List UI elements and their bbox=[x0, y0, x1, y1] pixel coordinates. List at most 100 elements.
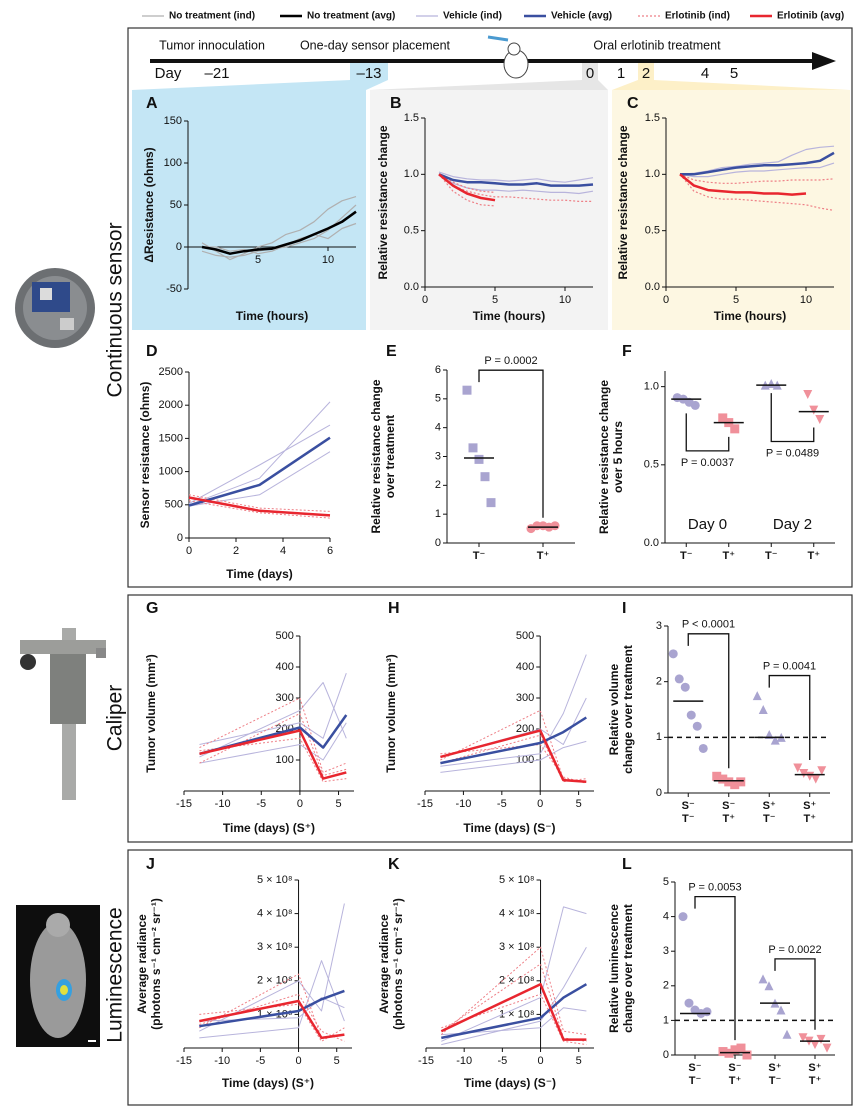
x-tick-label: -10 bbox=[456, 1055, 472, 1067]
series-line bbox=[199, 903, 345, 1032]
data-point bbox=[782, 1029, 792, 1039]
series-line bbox=[679, 162, 835, 178]
y-tick-label: 0 bbox=[177, 532, 183, 544]
p-value: P = 0.0041 bbox=[763, 660, 816, 672]
y-tick-label: 1000 bbox=[159, 466, 183, 478]
zoom-wedge bbox=[132, 80, 388, 90]
y-tick-label: 500 bbox=[165, 499, 183, 511]
y-tick-label: 4 × 10⁸ bbox=[499, 908, 535, 920]
data-point bbox=[690, 400, 700, 410]
y-axis-label: over 5 hours bbox=[611, 421, 625, 493]
y-tick-label: 1 bbox=[656, 731, 662, 743]
day-number: 5 bbox=[730, 65, 738, 82]
p-value: P = 0.0022 bbox=[768, 944, 821, 956]
panel-letter: F bbox=[622, 343, 632, 360]
y-tick-label: 0.0 bbox=[644, 537, 659, 549]
legend-label: Vehicle (avg) bbox=[551, 11, 612, 22]
y-tick-label: 2 bbox=[663, 980, 669, 992]
series-line bbox=[441, 906, 587, 1042]
series-line bbox=[441, 983, 588, 1040]
series-line bbox=[199, 673, 347, 745]
mouse-icon bbox=[507, 42, 521, 56]
series-line bbox=[199, 960, 345, 1039]
series-line bbox=[188, 436, 331, 507]
y-tick-label: 0.0 bbox=[404, 281, 419, 293]
panel-letter: C bbox=[627, 95, 639, 112]
y-tick-label: 300 bbox=[516, 692, 534, 704]
series-line bbox=[188, 451, 331, 507]
series-line bbox=[199, 714, 348, 756]
series-line bbox=[440, 716, 587, 765]
data-point bbox=[462, 385, 472, 395]
y-tick-label: 4 bbox=[663, 911, 669, 923]
x-axis-label: Time (days) bbox=[226, 567, 292, 581]
data-point bbox=[803, 389, 813, 399]
y-axis-label: change over treatment bbox=[621, 904, 635, 1033]
caliper-photo bbox=[20, 628, 106, 800]
series-line bbox=[441, 1007, 587, 1036]
data-point bbox=[692, 721, 702, 731]
y-axis-label: (photons s⁻¹ cm⁻² sr⁻¹) bbox=[149, 898, 163, 1030]
y-axis-label: Average radiance bbox=[377, 914, 391, 1014]
data-point bbox=[474, 454, 484, 464]
x-tick-label: 0 bbox=[537, 798, 543, 810]
y-axis-label: Relative luminescence bbox=[607, 904, 621, 1033]
data-point bbox=[736, 1043, 746, 1053]
y-axis-label: Sensor resistance (ohms) bbox=[138, 382, 152, 529]
x-tick-label: 2 bbox=[233, 545, 239, 557]
data-point bbox=[718, 413, 728, 423]
zoom-wedge bbox=[612, 80, 850, 90]
x-tick-label: S⁺ bbox=[808, 1062, 821, 1074]
x-tick-label: S⁺ bbox=[763, 800, 776, 812]
data-point bbox=[798, 1033, 808, 1043]
data-point bbox=[684, 998, 694, 1008]
series-line bbox=[440, 709, 587, 783]
significance-bracket bbox=[774, 958, 816, 1030]
data-point bbox=[718, 774, 728, 784]
panel-letter: E bbox=[386, 343, 397, 360]
day-number: –13 bbox=[356, 65, 381, 82]
data-point bbox=[686, 710, 696, 720]
series-line bbox=[441, 946, 587, 1046]
series-line bbox=[440, 982, 587, 1041]
series-line bbox=[188, 496, 331, 517]
y-tick-label: 3 × 10⁸ bbox=[257, 941, 293, 953]
x-tick-label: 10 bbox=[322, 254, 334, 266]
data-point bbox=[770, 735, 780, 745]
x-tick-label: 10 bbox=[559, 294, 571, 306]
panel-letter: J bbox=[146, 856, 155, 873]
y-axis-label: Relative volume bbox=[607, 663, 621, 755]
day-number: –21 bbox=[204, 65, 229, 82]
data-point bbox=[712, 771, 722, 781]
significance-bracket bbox=[768, 674, 811, 760]
section-box bbox=[127, 594, 853, 843]
y-tick-label: 5 × 10⁸ bbox=[499, 874, 535, 886]
x-axis-label: Time (days) (S⁺) bbox=[223, 821, 315, 835]
p-value: P = 0.0053 bbox=[688, 882, 741, 894]
y-tick-label: 100 bbox=[276, 754, 294, 766]
y-tick-label: 2 × 10⁸ bbox=[257, 975, 293, 987]
data-point bbox=[724, 777, 734, 787]
x-tick-label: -10 bbox=[215, 798, 231, 810]
y-axis-label: Relative resistance change bbox=[616, 125, 630, 279]
series-line bbox=[440, 729, 587, 783]
data-point bbox=[752, 691, 762, 701]
x-tick-label: 0 bbox=[186, 545, 192, 557]
series-line bbox=[438, 173, 594, 187]
y-tick-label: -50 bbox=[166, 283, 182, 295]
series-line bbox=[188, 424, 331, 504]
data-point bbox=[730, 780, 740, 790]
x-tick-label: 5 bbox=[576, 798, 582, 810]
y-tick-label: 2 × 10⁸ bbox=[499, 975, 535, 987]
y-tick-label: 3 bbox=[663, 945, 669, 957]
panel-letter: K bbox=[388, 856, 400, 873]
data-point bbox=[678, 912, 688, 922]
p-value: P < 0.0001 bbox=[682, 619, 735, 631]
x-tick-label: 0 bbox=[537, 1055, 543, 1067]
day-label: Day bbox=[155, 65, 182, 82]
y-axis-label: ΔResistance (ohms) bbox=[142, 147, 156, 262]
x-tick-label: S⁻ bbox=[688, 1062, 701, 1074]
y-axis-label: change over treatment bbox=[621, 645, 635, 774]
data-point bbox=[793, 763, 803, 773]
day-number: 2 bbox=[642, 65, 650, 82]
